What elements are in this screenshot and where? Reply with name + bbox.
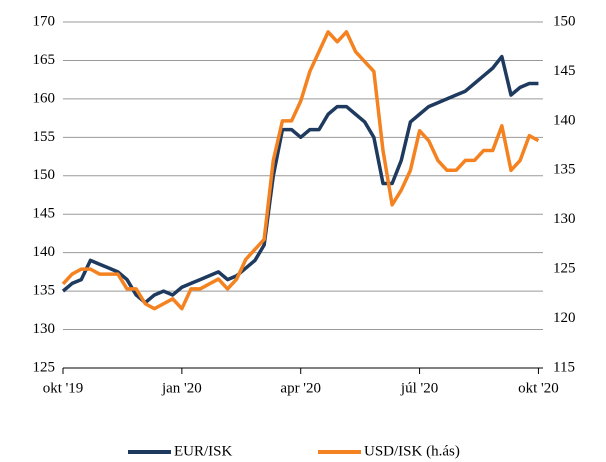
y-tick-label: 135 bbox=[33, 283, 56, 299]
x-tick-label: jan '20 bbox=[161, 380, 202, 396]
y2-tick-label: 130 bbox=[553, 211, 576, 227]
y2-tick-label: 115 bbox=[553, 359, 575, 375]
y-tick-label: 165 bbox=[33, 52, 56, 68]
legend-label: EUR/ISK bbox=[174, 443, 233, 459]
x-tick-label: okt '20 bbox=[518, 380, 559, 396]
x-tick-label: júl '20 bbox=[400, 380, 438, 396]
y-tick-label: 145 bbox=[33, 206, 56, 222]
y-tick-label: 125 bbox=[33, 359, 56, 375]
y-tick-label: 170 bbox=[33, 13, 56, 29]
x-tick-label: okt '19 bbox=[43, 380, 84, 396]
y-tick-label: 140 bbox=[33, 244, 56, 260]
y2-tick-label: 150 bbox=[553, 13, 576, 29]
y2-tick-label: 125 bbox=[553, 261, 576, 277]
y-tick-label: 150 bbox=[33, 167, 56, 183]
y-tick-label: 130 bbox=[33, 321, 56, 337]
y2-tick-label: 135 bbox=[553, 162, 576, 178]
series-line bbox=[61, 54, 539, 305]
series-line bbox=[61, 30, 540, 311]
y-tick-label: 155 bbox=[33, 129, 56, 145]
legend-label: USD/ISK (h.ás) bbox=[364, 443, 460, 459]
x-tick-label: apr '20 bbox=[280, 380, 321, 396]
y-tick-label: 160 bbox=[33, 90, 56, 106]
y2-tick-label: 145 bbox=[553, 63, 576, 79]
y2-tick-label: 140 bbox=[553, 112, 576, 128]
y2-tick-label: 120 bbox=[553, 310, 576, 326]
